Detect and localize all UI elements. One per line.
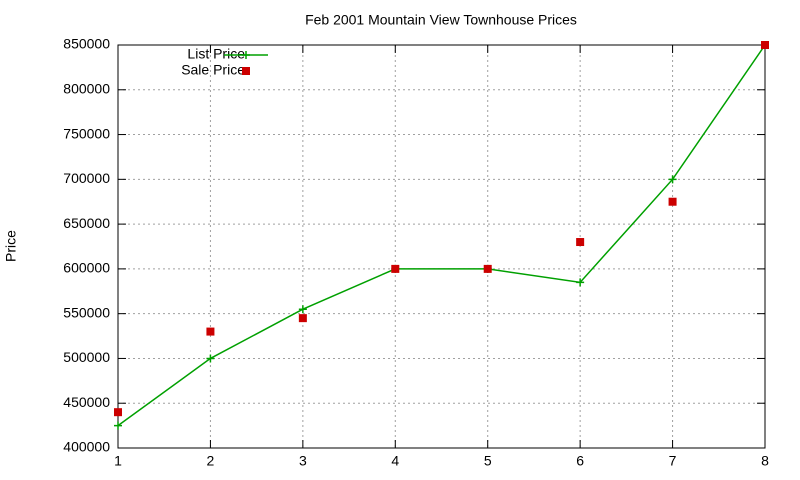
- data-point: [576, 278, 585, 287]
- x-tick-label: 1: [114, 453, 122, 469]
- x-tick-label: 5: [484, 453, 492, 469]
- x-tick-label: 8: [761, 453, 769, 469]
- y-tick-label: 650000: [63, 215, 110, 231]
- chart-title: Feb 2001 Mountain View Townhouse Prices: [305, 12, 577, 28]
- data-point: [668, 197, 677, 206]
- legend-label: List Price: [187, 46, 245, 62]
- data-point: [206, 354, 215, 363]
- legend-marker: [242, 67, 250, 75]
- y-tick-label: 800000: [63, 80, 110, 96]
- x-tick-label: 7: [669, 453, 677, 469]
- data-point: [298, 305, 307, 314]
- x-tick-label: 6: [576, 453, 584, 469]
- data-point: [483, 264, 492, 273]
- data-point: [114, 421, 122, 430]
- x-tick-label: 3: [299, 453, 307, 469]
- y-tick-label: 700000: [63, 170, 110, 186]
- data-point: [298, 314, 307, 323]
- y-tick-label: 600000: [63, 260, 110, 276]
- y-tick-label: 850000: [63, 36, 110, 52]
- y-tick-label: 450000: [63, 394, 110, 410]
- data-point: [576, 238, 585, 247]
- y-tick-label: 400000: [63, 439, 110, 455]
- y-axis-label: Price: [3, 230, 19, 262]
- data-point: [114, 408, 122, 417]
- legend-label: Sale Price: [181, 62, 245, 78]
- data-point: [761, 41, 769, 49]
- plot-border: [117, 44, 766, 449]
- y-tick-label: 550000: [63, 304, 110, 320]
- y-tick-label: 500000: [63, 349, 110, 365]
- x-tick-label: 2: [207, 453, 215, 469]
- series-line: [117, 44, 766, 427]
- data-point: [391, 264, 400, 273]
- data-point: [206, 327, 215, 336]
- x-tick-label: 4: [391, 453, 399, 469]
- legend-marker: [242, 51, 250, 59]
- y-tick-label: 750000: [63, 125, 110, 141]
- data-point: [668, 175, 677, 184]
